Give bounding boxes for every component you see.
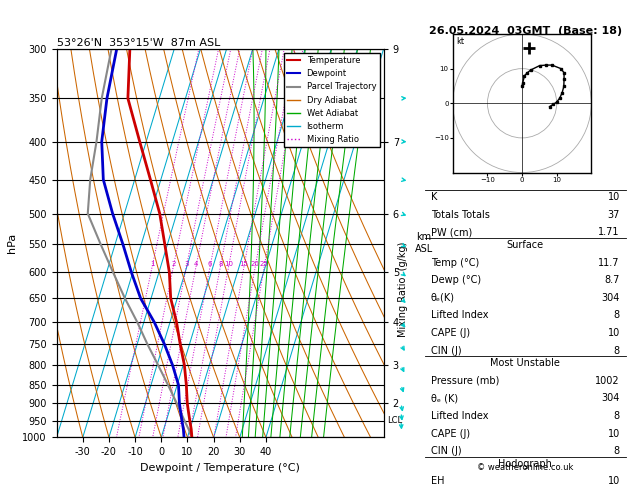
Text: CAPE (J): CAPE (J)	[431, 429, 470, 438]
Text: CIN (J): CIN (J)	[431, 446, 461, 456]
Text: 10: 10	[608, 476, 620, 486]
Text: 25: 25	[260, 261, 269, 267]
Text: 4: 4	[194, 261, 198, 267]
Text: 1.71: 1.71	[598, 227, 620, 238]
Text: CIN (J): CIN (J)	[431, 346, 461, 356]
Text: 6: 6	[208, 261, 212, 267]
Text: 8: 8	[614, 446, 620, 456]
Text: 2: 2	[171, 261, 175, 267]
Text: Mixing Ratio  (g/kg): Mixing Ratio (g/kg)	[398, 242, 408, 337]
Text: 8: 8	[614, 311, 620, 320]
Text: 304: 304	[601, 293, 620, 303]
Text: Hodograph: Hodograph	[498, 459, 552, 469]
Text: 3: 3	[184, 261, 189, 267]
Text: 1002: 1002	[595, 376, 620, 386]
Text: 10: 10	[608, 429, 620, 438]
Text: 10: 10	[608, 192, 620, 202]
X-axis label: Dewpoint / Temperature (°C): Dewpoint / Temperature (°C)	[140, 463, 300, 473]
Text: 10: 10	[608, 328, 620, 338]
Legend: Temperature, Dewpoint, Parcel Trajectory, Dry Adiabat, Wet Adiabat, Isotherm, Mi: Temperature, Dewpoint, Parcel Trajectory…	[284, 53, 379, 147]
Text: θₑ (K): θₑ (K)	[431, 394, 458, 403]
Text: Dewp (°C): Dewp (°C)	[431, 276, 481, 285]
Text: 8.7: 8.7	[604, 276, 620, 285]
Text: Temp (°C): Temp (°C)	[431, 258, 479, 268]
Text: 8: 8	[218, 261, 223, 267]
Text: 26.05.2024  03GMT  (Base: 18): 26.05.2024 03GMT (Base: 18)	[428, 26, 622, 36]
Text: 37: 37	[608, 210, 620, 220]
Text: LCL: LCL	[387, 417, 402, 425]
Text: 8: 8	[614, 346, 620, 356]
Text: Pressure (mb): Pressure (mb)	[431, 376, 499, 386]
Text: Surface: Surface	[506, 240, 544, 250]
Text: 8: 8	[614, 411, 620, 421]
Text: K: K	[431, 192, 437, 202]
Text: Lifted Index: Lifted Index	[431, 311, 488, 320]
Text: 15: 15	[240, 261, 248, 267]
Text: 304: 304	[601, 394, 620, 403]
Text: θₑ(K): θₑ(K)	[431, 293, 455, 303]
Text: Totals Totals: Totals Totals	[431, 210, 489, 220]
Y-axis label: km
ASL: km ASL	[415, 232, 433, 254]
Text: 10: 10	[224, 261, 233, 267]
Text: 1: 1	[150, 261, 154, 267]
Text: © weatheronline.co.uk: © weatheronline.co.uk	[477, 463, 574, 471]
Text: Lifted Index: Lifted Index	[431, 411, 488, 421]
Text: 53°26'N  353°15'W  87m ASL: 53°26'N 353°15'W 87m ASL	[57, 38, 220, 48]
Text: PW (cm): PW (cm)	[431, 227, 472, 238]
Text: 11.7: 11.7	[598, 258, 620, 268]
Y-axis label: hPa: hPa	[7, 233, 17, 253]
Text: Most Unstable: Most Unstable	[490, 358, 560, 368]
Text: CAPE (J): CAPE (J)	[431, 328, 470, 338]
Text: 20: 20	[251, 261, 260, 267]
Text: EH: EH	[431, 476, 444, 486]
Text: kt: kt	[456, 37, 464, 46]
